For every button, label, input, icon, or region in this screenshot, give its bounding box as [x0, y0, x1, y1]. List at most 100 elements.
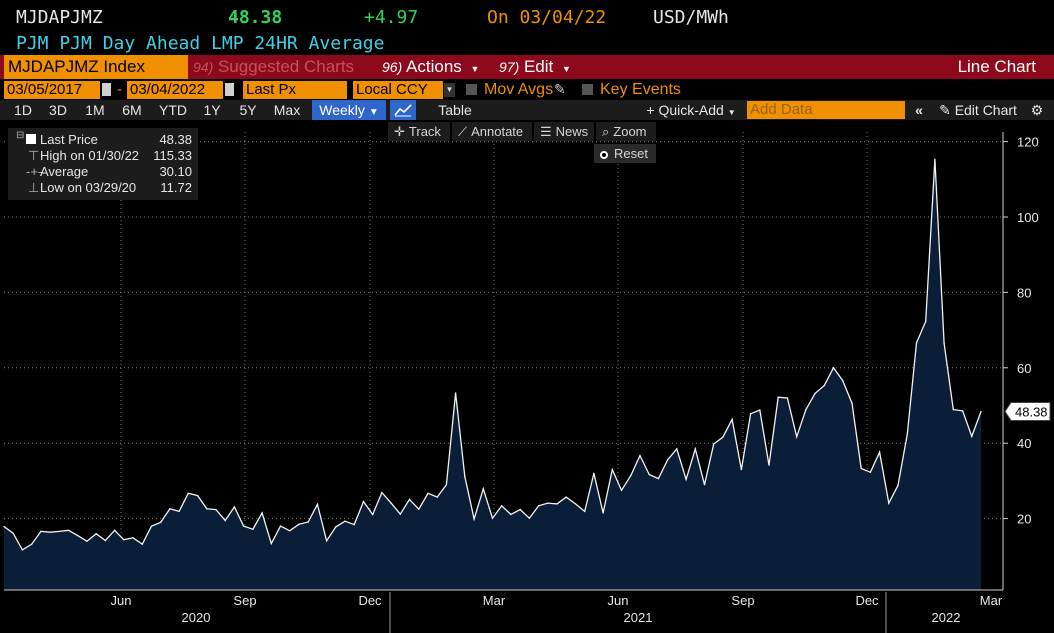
add-data-input[interactable]: Add Data — [747, 101, 905, 119]
data-point — [482, 488, 484, 490]
mov-avgs-label[interactable]: Mov Avgs — [484, 81, 554, 98]
legend-last-row: Last Price 48.38 — [8, 132, 198, 148]
quick-add-button[interactable]: + Quick-Add ▼ — [640, 100, 742, 120]
date-separator: - — [117, 81, 122, 98]
data-point — [289, 529, 291, 532]
data-point — [823, 384, 826, 387]
last-price-tag — [1004, 402, 1051, 422]
data-point — [58, 530, 61, 533]
data-point — [261, 512, 263, 514]
news-icon: ☰ — [540, 124, 552, 139]
period-1m[interactable]: 1M — [85, 102, 105, 118]
track-button[interactable]: ✛ Track — [388, 122, 450, 141]
data-point — [583, 510, 586, 513]
data-point — [685, 478, 687, 481]
legend-collapse-icon[interactable]: ⊟ — [16, 130, 25, 141]
annotate-button[interactable]: ⟋ Annotate — [452, 122, 532, 141]
x-year-label: 2022 — [932, 610, 961, 625]
zoom-button[interactable]: ⌕ Zoom — [596, 122, 656, 141]
annotate-label: Annotate — [471, 124, 524, 139]
data-point — [971, 435, 973, 438]
start-date-field[interactable]: 03/05/2017 — [4, 81, 100, 99]
period-6m[interactable]: 6M — [122, 102, 142, 118]
y-tick-label: 120 — [1017, 135, 1039, 150]
as-of-date: On 03/04/22 — [487, 7, 607, 28]
news-label: News — [555, 124, 589, 139]
command-bar: MJDAPJMZ Index 94) Suggested Charts 96) … — [0, 55, 1054, 79]
key-events-checkbox[interactable] — [582, 84, 593, 95]
key-events-label[interactable]: Key Events — [600, 81, 681, 98]
data-point — [21, 549, 24, 551]
security-field[interactable]: MJDAPJMZ Index — [4, 55, 188, 79]
data-point — [961, 410, 964, 412]
data-point — [132, 537, 134, 539]
period-1y[interactable]: 1Y — [203, 102, 221, 118]
data-point — [547, 502, 549, 504]
period-max[interactable]: Max — [273, 102, 301, 118]
line-chart-button[interactable] — [390, 100, 416, 120]
period-5y[interactable]: 5Y — [239, 102, 257, 118]
data-point — [464, 475, 466, 478]
currency-selector[interactable]: Local CCY — [353, 81, 443, 99]
end-calendar-icon[interactable] — [225, 83, 234, 96]
data-point — [814, 392, 816, 395]
data-point — [104, 539, 107, 542]
data-point — [381, 491, 383, 494]
data-point — [123, 539, 125, 541]
period-1d[interactable]: 1D — [14, 102, 32, 118]
collapse-icon[interactable]: « — [915, 102, 923, 118]
chart-type-label[interactable]: Line Chart — [957, 57, 1036, 76]
legend-square-icon — [26, 134, 36, 144]
data-point — [362, 500, 365, 503]
currency-dropdown-icon[interactable]: ▼ — [444, 83, 455, 97]
plus-icon: + — [646, 102, 655, 118]
settings-gear-icon[interactable]: ⚙ — [1030, 102, 1044, 118]
data-point — [860, 467, 862, 470]
data-point — [206, 508, 208, 510]
mov-avgs-checkbox[interactable] — [466, 84, 477, 95]
data-point — [49, 531, 51, 533]
data-point — [593, 472, 595, 475]
table-button[interactable]: Table — [438, 102, 472, 118]
pencil-icon[interactable]: ✎ — [554, 81, 566, 97]
data-point — [749, 413, 752, 415]
data-point — [335, 526, 337, 528]
data-point — [418, 508, 420, 510]
x-tick-label: Jun — [111, 593, 132, 608]
news-button[interactable]: ☰ News — [534, 122, 594, 141]
data-point — [694, 448, 696, 450]
actions-dropdown-icon: ▼ — [470, 64, 480, 74]
edit-chart-label: Edit Chart — [954, 102, 1017, 118]
period-ytd[interactable]: YTD — [159, 102, 187, 118]
y-tick-label: 80 — [1017, 285, 1031, 300]
period-3d[interactable]: 3D — [49, 102, 67, 118]
data-point — [95, 532, 97, 535]
field-selector[interactable]: Last Px — [243, 81, 347, 99]
x-tick-label: Mar — [980, 593, 1003, 608]
suggested-charts-button[interactable]: 94) Suggested Charts — [193, 55, 354, 79]
actions-button[interactable]: 96) Actions ▼ — [382, 55, 492, 79]
y-tick-label: 40 — [1017, 436, 1031, 451]
frequency-selector[interactable]: Weekly ▼ — [312, 100, 386, 120]
data-point — [740, 468, 743, 471]
data-point — [298, 523, 300, 525]
edit-button[interactable]: 97) Edit ▼ — [499, 55, 579, 79]
annotate-icon: ⟋ — [458, 124, 468, 139]
edit-chart-button[interactable]: ✎ Edit Chart — [934, 100, 1022, 120]
data-point — [897, 484, 899, 487]
last-price-tag-label: 48.38 — [1015, 405, 1048, 420]
data-point — [630, 474, 632, 477]
options-bar: 03/05/2017 - 03/04/2022 Last Px Local CC… — [0, 80, 1054, 100]
start-calendar-icon[interactable] — [102, 83, 111, 96]
y-tick-label: 20 — [1017, 512, 1031, 527]
end-date-field[interactable]: 03/04/2022 — [127, 81, 223, 99]
data-point — [501, 505, 503, 507]
security-field-text: MJDAPJMZ Index — [8, 57, 145, 76]
suggested-charts-label: Suggested Charts — [217, 57, 355, 76]
line-chart-icon — [394, 104, 412, 117]
data-point — [86, 540, 88, 542]
reset-button[interactable]: Reset — [594, 144, 656, 163]
data-point — [270, 542, 272, 545]
zoom-label: Zoom — [613, 124, 647, 139]
